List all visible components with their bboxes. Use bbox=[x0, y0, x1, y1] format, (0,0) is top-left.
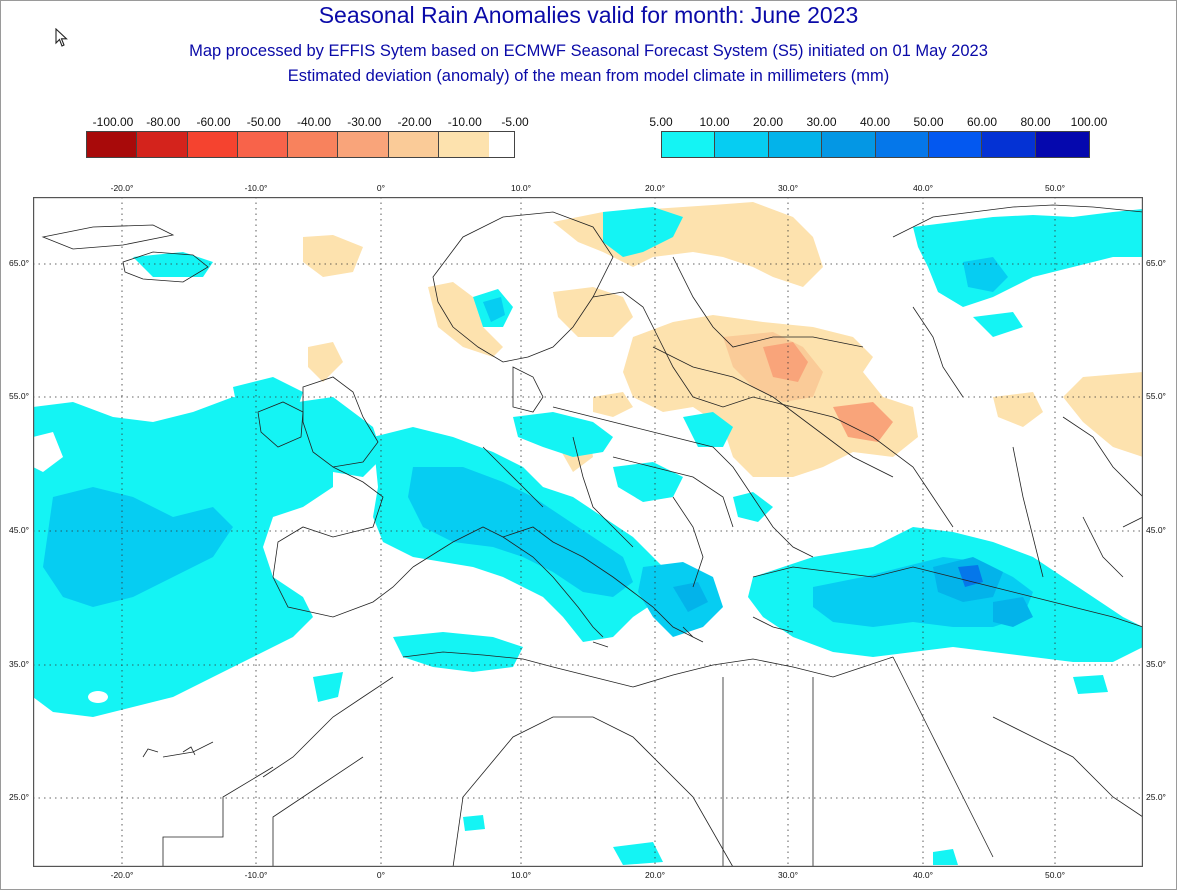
legend-negative-color-swatch bbox=[388, 132, 439, 157]
map-frame bbox=[33, 197, 1143, 867]
legend-negative-color-swatch bbox=[237, 132, 288, 157]
legend-negative-tick-label: -80.00 bbox=[146, 115, 181, 129]
legend-positive-color-swatch bbox=[768, 132, 823, 157]
legend-positive-color-swatch bbox=[715, 132, 769, 157]
latitude-label: 25.0° bbox=[9, 792, 29, 802]
legend-positive-color-swatch bbox=[1035, 132, 1089, 157]
longitude-label: 10.0° bbox=[511, 183, 531, 193]
longitude-label: 10.0° bbox=[511, 870, 531, 880]
latitude-label: 65.0° bbox=[1146, 258, 1166, 268]
legend-negative-tick-label: -50.00 bbox=[246, 115, 281, 129]
longitude-label: 50.0° bbox=[1045, 183, 1065, 193]
legend-positive-tick-label: 50.00 bbox=[913, 115, 944, 129]
legend-positive-tick-label: 5.00 bbox=[649, 115, 673, 129]
latitude-label: 45.0° bbox=[9, 525, 29, 535]
wet-anomaly-areas bbox=[33, 207, 1143, 865]
longitude-label: 40.0° bbox=[913, 870, 933, 880]
legend-negative-tick-label: -5.00 bbox=[501, 115, 529, 129]
longitude-label: -20.0° bbox=[110, 870, 134, 880]
latitude-label: 45.0° bbox=[1146, 525, 1166, 535]
longitude-label: 0° bbox=[376, 183, 386, 193]
map-subtitle-units: Estimated deviation (anomaly) of the mea… bbox=[287, 67, 890, 85]
legend-positive-color-swatch bbox=[662, 132, 716, 157]
legend-negative-tick-label: -60.00 bbox=[196, 115, 231, 129]
legend-negative-color-swatch bbox=[187, 132, 238, 157]
legend-positive-color-swatch bbox=[928, 132, 983, 157]
legend-positive-tick-label: 20.00 bbox=[752, 115, 784, 129]
longitude-label: 0° bbox=[376, 870, 386, 880]
legend-positive-color-swatch bbox=[822, 132, 876, 157]
legend-negative-color-swatch bbox=[87, 132, 138, 157]
legend-negative-tick-label: -30.00 bbox=[347, 115, 382, 129]
legend-positive-labels: 5.00 10.00 20.00 30.00 40.00 50.00 60.00 80.00 1… bbox=[0, 115, 1177, 129]
longitude-label: 30.0° bbox=[778, 870, 798, 880]
legend-negative-tick-label: -10.00 bbox=[447, 115, 482, 129]
legend-negative-tick-label: -20.00 bbox=[397, 115, 432, 129]
legend-positive-color-swatch bbox=[875, 132, 929, 157]
longitude-label: 20.0° bbox=[645, 183, 665, 193]
latitude-label: 35.0° bbox=[9, 659, 29, 669]
latitude-label: 25.0° bbox=[1146, 792, 1166, 802]
latitude-label: 55.0° bbox=[9, 391, 29, 401]
legend-negative-color-swatch bbox=[338, 132, 389, 157]
longitude-label: -20.0° bbox=[110, 183, 134, 193]
latitude-label: 55.0° bbox=[1146, 391, 1166, 401]
longitude-label: 30.0° bbox=[778, 183, 798, 193]
latitude-label: 35.0° bbox=[1146, 659, 1166, 669]
legend-negative-tick-label: -40.00 bbox=[296, 115, 332, 129]
mouse-pointer-icon bbox=[55, 28, 68, 47]
legend-positive-tick-label: 40.00 bbox=[859, 115, 891, 129]
legend-positive-tick-label: 60.00 bbox=[966, 115, 998, 129]
longitude-label: 40.0° bbox=[913, 183, 933, 193]
legend-positive-tick-label: 80.00 bbox=[1020, 115, 1051, 129]
longitude-label: -10.0° bbox=[244, 183, 268, 193]
legend-negative-labels: -100.00 -80.00 -60.00 -50.00 -40.00 -30.00 -20… bbox=[0, 115, 600, 129]
map-title: Seasonal Rain Anomalies valid for month:… bbox=[318, 2, 859, 28]
legend-positive-color-swatch bbox=[982, 132, 1036, 157]
legend-negative-color-swatch bbox=[137, 132, 188, 157]
legend-negative-color-swatch bbox=[438, 132, 489, 157]
coastlines-and-borders bbox=[41, 204, 1143, 867]
longitude-label: 20.0° bbox=[645, 870, 665, 880]
map-subtitle-source: Map processed by EFFIS Sytem based on EC… bbox=[189, 42, 988, 60]
legend-positive-tick-label: 10.00 bbox=[699, 115, 730, 129]
legend-positive-tick-label: 30.00 bbox=[806, 115, 837, 129]
legend-positive-colorbar bbox=[661, 131, 1090, 158]
longitude-label: 50.0° bbox=[1045, 870, 1065, 880]
longitude-label: -10.0° bbox=[244, 870, 268, 880]
legend-negative-color-swatch bbox=[288, 132, 339, 157]
anomaly-map bbox=[33, 197, 1143, 867]
latitude-label: 65.0° bbox=[9, 258, 29, 268]
graticule bbox=[33, 197, 1143, 867]
legend-negative-colorbar bbox=[86, 131, 515, 158]
legend-positive-tick-label: 100.00 bbox=[1070, 115, 1108, 129]
legend-negative-tick-label: -100.00 bbox=[92, 115, 134, 129]
